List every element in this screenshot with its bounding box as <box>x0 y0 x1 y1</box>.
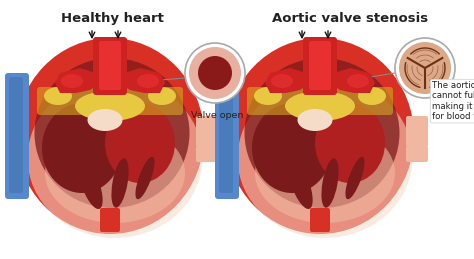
Text: Valve open: Valve open <box>191 111 243 120</box>
FancyBboxPatch shape <box>215 73 239 199</box>
FancyBboxPatch shape <box>406 131 428 147</box>
Ellipse shape <box>245 58 400 208</box>
Ellipse shape <box>45 123 185 223</box>
Ellipse shape <box>252 103 332 193</box>
Ellipse shape <box>27 78 202 238</box>
FancyBboxPatch shape <box>93 37 127 95</box>
FancyBboxPatch shape <box>9 77 23 193</box>
FancyBboxPatch shape <box>309 41 331 90</box>
FancyBboxPatch shape <box>99 41 121 90</box>
Text: The aortic valve
cannot fully open,
making it difficult
for blood to flow: The aortic valve cannot fully open, maki… <box>432 81 474 121</box>
Ellipse shape <box>42 103 122 193</box>
FancyBboxPatch shape <box>247 87 393 115</box>
Ellipse shape <box>105 103 175 183</box>
Circle shape <box>189 47 241 99</box>
Polygon shape <box>334 68 375 93</box>
Ellipse shape <box>346 157 365 199</box>
Circle shape <box>399 42 451 94</box>
Ellipse shape <box>148 87 176 105</box>
Text: Aortic valve stenosis: Aortic valve stenosis <box>272 12 428 25</box>
FancyBboxPatch shape <box>196 116 218 134</box>
Ellipse shape <box>358 87 386 105</box>
Ellipse shape <box>237 78 412 238</box>
Ellipse shape <box>298 109 332 131</box>
Ellipse shape <box>285 91 355 121</box>
FancyBboxPatch shape <box>406 116 428 134</box>
Circle shape <box>395 38 455 98</box>
FancyBboxPatch shape <box>196 146 218 162</box>
FancyBboxPatch shape <box>5 73 29 199</box>
Ellipse shape <box>88 109 122 131</box>
Polygon shape <box>124 68 165 93</box>
Ellipse shape <box>255 123 395 223</box>
Ellipse shape <box>61 74 83 88</box>
Ellipse shape <box>137 74 159 88</box>
Ellipse shape <box>287 157 313 209</box>
FancyBboxPatch shape <box>196 131 218 147</box>
Text: Healthy heart: Healthy heart <box>61 12 164 25</box>
Circle shape <box>198 56 232 90</box>
FancyBboxPatch shape <box>219 77 233 193</box>
Ellipse shape <box>77 157 103 209</box>
Ellipse shape <box>321 158 338 208</box>
Ellipse shape <box>347 74 369 88</box>
Ellipse shape <box>16 38 204 234</box>
Ellipse shape <box>271 74 293 88</box>
Polygon shape <box>265 68 306 93</box>
Ellipse shape <box>226 38 414 234</box>
Ellipse shape <box>111 158 128 208</box>
Ellipse shape <box>136 157 155 199</box>
FancyBboxPatch shape <box>406 146 428 162</box>
Ellipse shape <box>44 87 72 105</box>
Circle shape <box>185 43 245 103</box>
Ellipse shape <box>315 103 385 183</box>
FancyBboxPatch shape <box>100 208 120 232</box>
FancyBboxPatch shape <box>37 87 183 115</box>
FancyBboxPatch shape <box>303 37 337 95</box>
Ellipse shape <box>75 91 145 121</box>
FancyBboxPatch shape <box>310 208 330 232</box>
Ellipse shape <box>35 58 190 208</box>
Ellipse shape <box>254 87 282 105</box>
Polygon shape <box>55 68 96 93</box>
